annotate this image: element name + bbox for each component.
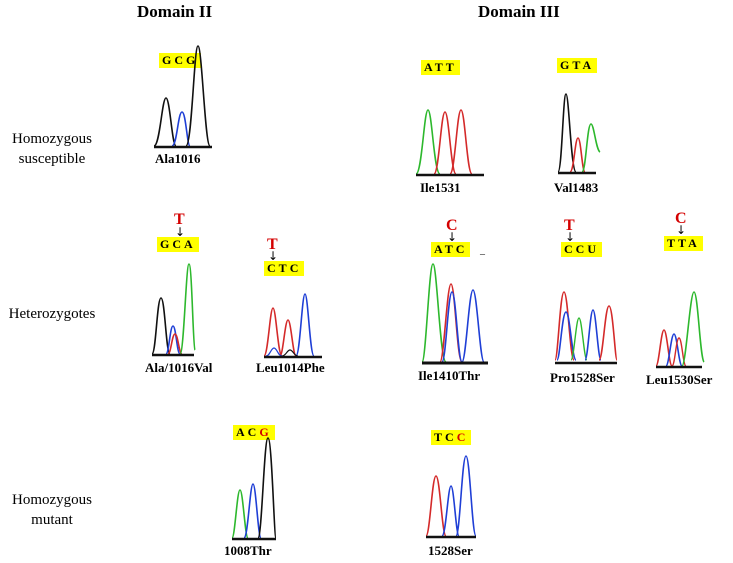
codon-base: A (184, 237, 196, 251)
codon-base: T (444, 242, 456, 256)
codon-ser1528: TCC (431, 430, 472, 445)
dash-mark: – (480, 249, 485, 260)
caption-ile1531: Ile1531 (420, 180, 461, 195)
codon-base: T (445, 60, 457, 74)
codon-base: A (424, 60, 435, 74)
codon-base: T (434, 60, 446, 74)
caption-ala1016: Ala1016 (155, 151, 201, 166)
caption-leu1530ser: Leu1530Ser (646, 372, 713, 387)
trace-ile1531 (415, 109, 484, 177)
down-arrow-icon: ↓ (268, 249, 279, 263)
codon-leu1530ser: TTA (664, 236, 703, 251)
down-arrow-icon: ↓ (447, 230, 458, 244)
caption-ala1016val: Ala/1016Val (145, 360, 213, 375)
codon-base: C (575, 242, 588, 256)
trace-ile1410thr (421, 263, 488, 365)
codon-base: T (434, 430, 446, 444)
header-domain-3: Domain III (478, 2, 560, 21)
codon-base: T (572, 58, 583, 72)
row-label-line-1: Homozygous (12, 131, 92, 147)
codon-base: C (564, 242, 576, 256)
codon-base: C (445, 430, 457, 444)
row-label-line-1: Homozygous (12, 492, 92, 508)
codon-val1483: GTA (557, 58, 598, 73)
trace-ala1016 (153, 45, 212, 149)
trace-pro1528ser (554, 291, 618, 365)
codon-base: C (172, 237, 185, 251)
row-label-homozygous-susceptible: Homozygous susceptible (4, 129, 100, 169)
codon-base: C (267, 261, 279, 275)
codon-ala1016val: GCA (157, 237, 199, 252)
codon-ile1531: ATT (421, 60, 460, 75)
row-label-heterozygotes: Heterozygotes (4, 304, 100, 324)
row-label-line-2: susceptible (18, 151, 86, 167)
down-arrow-icon: ↓ (175, 225, 186, 239)
codon-base: C (455, 242, 468, 256)
codon-base: A (434, 242, 445, 256)
caption-ser1528: 1528Ser (428, 543, 473, 558)
codon-base-mutated: G (259, 425, 272, 439)
codon-ala1016: GCG (159, 53, 202, 68)
mutation-base-leu1530ser: C (675, 210, 687, 227)
caption-val1483: Val1483 (554, 180, 599, 195)
codon-base: C (247, 425, 260, 439)
codon-base: U (587, 242, 600, 256)
mutation-base-pro1528ser: T (564, 217, 575, 234)
codon-base: A (236, 425, 248, 439)
codon-thr1008: ACG (233, 425, 275, 440)
caption-ile1410thr: Ile1410Thr (418, 368, 481, 383)
mutation-base-ile1410thr: C (446, 217, 458, 234)
codon-base: C (289, 261, 302, 275)
codon-base: T (667, 236, 679, 250)
codon-base: G (160, 237, 173, 251)
caption-pro1528ser: Pro1528Ser (550, 370, 615, 385)
codon-base-mutated: C (456, 430, 469, 444)
codon-base: T (678, 236, 689, 250)
trace-ser1528 (425, 455, 477, 539)
row-label-line-1: Heterozygotes (8, 306, 96, 322)
trace-ala1016val (151, 263, 196, 357)
codon-pro1528ser: CCU (561, 242, 603, 257)
row-label-homozygous-mutant: Homozygous mutant (4, 490, 100, 530)
mutation-base-ala1016val: T (174, 211, 185, 228)
codon-base: A (688, 236, 700, 250)
trace-leu1530ser (655, 291, 705, 369)
mutation-base-leu1014phe: T (267, 236, 278, 253)
codon-base: C (174, 53, 187, 67)
caption-thr1008: 1008Thr (224, 543, 272, 558)
codon-base: T (278, 261, 290, 275)
codon-base: G (560, 58, 573, 72)
row-label-line-2: mutant (31, 512, 73, 528)
header-domain-2: Domain II (137, 2, 213, 21)
caption-leu1014phe: Leu1014Phe (256, 360, 325, 375)
codon-ile1410thr: ATC (431, 242, 471, 257)
codon-leu1014phe: CTC (264, 261, 305, 276)
codon-base: G (186, 53, 199, 67)
trace-thr1008 (231, 437, 277, 541)
trace-leu1014phe (263, 293, 322, 359)
down-arrow-icon: ↓ (565, 230, 576, 244)
codon-base: G (162, 53, 175, 67)
down-arrow-icon: ↓ (676, 223, 687, 237)
codon-base: A (582, 58, 595, 72)
trace-val1483 (557, 93, 601, 175)
